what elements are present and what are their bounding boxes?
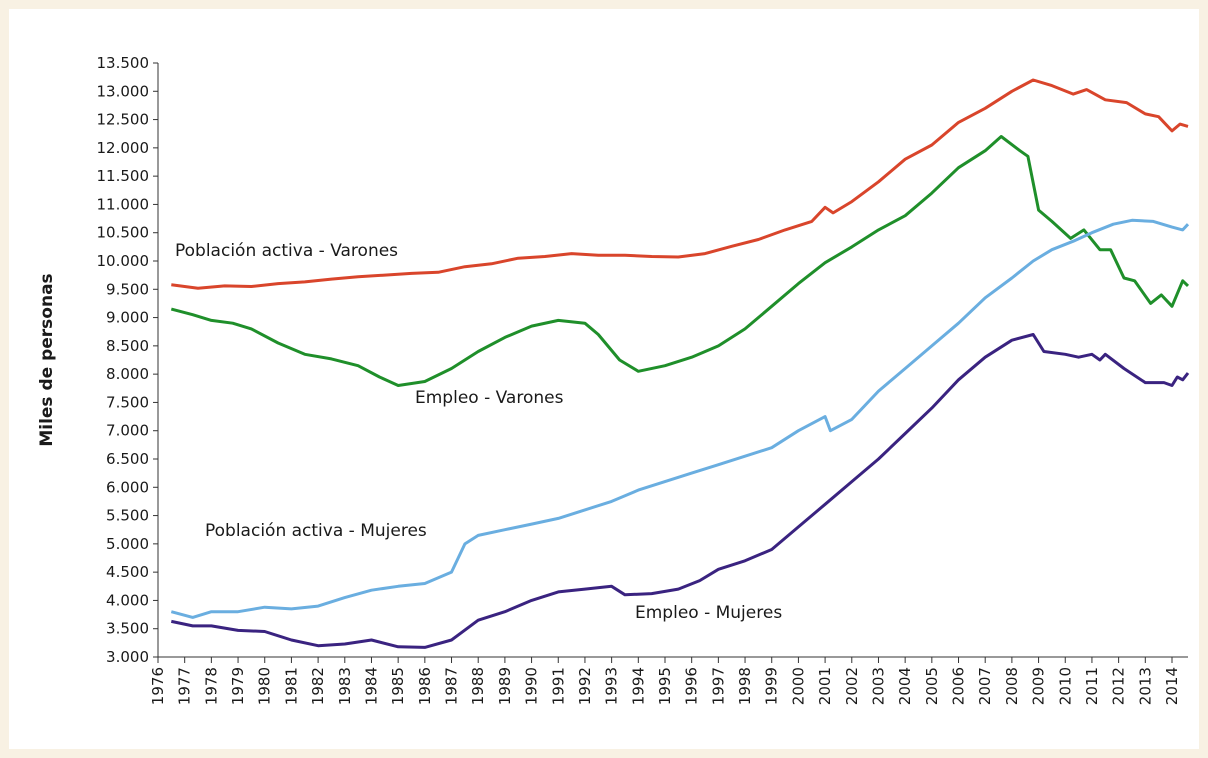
x-tick-label: 2000 bbox=[789, 667, 807, 705]
x-tick-label: 1981 bbox=[282, 667, 300, 705]
x-tick-label: 2005 bbox=[923, 667, 941, 705]
x-tick-label: 1993 bbox=[603, 667, 621, 705]
series-label: Población activa - Mujeres bbox=[205, 521, 427, 541]
y-tick-label: 5.500 bbox=[106, 507, 149, 525]
series-label: Población activa - Varones bbox=[175, 241, 398, 261]
x-tick-label: 1976 bbox=[149, 667, 167, 705]
x-tick-label: 1990 bbox=[523, 667, 541, 705]
x-tick-label: 2012 bbox=[1110, 667, 1128, 705]
y-tick-label: 13.000 bbox=[97, 82, 150, 100]
x-tick-label: 1992 bbox=[576, 667, 594, 705]
x-tick-label: 1986 bbox=[416, 667, 434, 705]
series-label: Empleo - Mujeres bbox=[635, 603, 782, 623]
y-tick-label: 12.500 bbox=[97, 111, 150, 129]
x-tick-label: 2014 bbox=[1163, 667, 1181, 705]
x-tick-label: 2010 bbox=[1056, 667, 1074, 705]
x-tick-label: 2011 bbox=[1083, 667, 1101, 705]
x-tick-label: 2003 bbox=[869, 667, 887, 705]
line bbox=[170, 333, 1190, 649]
plot-background bbox=[9, 9, 1199, 749]
y-tick-label: 10.500 bbox=[97, 224, 150, 242]
x-tick-label: 1980 bbox=[256, 667, 274, 705]
x-tick-label: 1991 bbox=[549, 667, 567, 705]
x-tick-label: 1978 bbox=[202, 667, 220, 705]
x-tick-label: 1989 bbox=[496, 667, 514, 705]
line bbox=[171, 78, 1189, 290]
y-tick-label: 7.500 bbox=[106, 393, 149, 411]
y-tick-label: 11.500 bbox=[97, 167, 150, 185]
x-tick-label: 2006 bbox=[950, 667, 968, 705]
x-tick-label: 1982 bbox=[309, 667, 327, 705]
x-tick-label: 1977 bbox=[176, 667, 194, 705]
x-tick-label: 1994 bbox=[629, 667, 647, 705]
x-tick-label: 1985 bbox=[389, 667, 407, 705]
y-tick-label: 6.000 bbox=[106, 478, 149, 496]
y-tick-label: 12.000 bbox=[97, 139, 150, 157]
x-tick-label: 2002 bbox=[843, 667, 861, 705]
x-tick-label: 2013 bbox=[1136, 667, 1154, 705]
x-tick-label: 1988 bbox=[469, 667, 487, 705]
x-tick-label: 1987 bbox=[443, 667, 461, 705]
line bbox=[170, 135, 1190, 387]
y-tick-label: 3.500 bbox=[106, 620, 149, 638]
y-tick-label: 5.000 bbox=[106, 535, 149, 553]
x-tick-label: 1998 bbox=[736, 667, 754, 705]
line bbox=[170, 218, 1190, 619]
y-axis-label: Miles de personas bbox=[37, 273, 57, 446]
x-tick-label: 1979 bbox=[229, 667, 247, 705]
x-tick-label: 1995 bbox=[656, 667, 674, 705]
y-tick-label: 3.000 bbox=[106, 648, 149, 666]
y-tick-label: 6.500 bbox=[106, 450, 149, 468]
y-tick-label: 4.000 bbox=[106, 591, 149, 609]
x-tick-label: 1997 bbox=[709, 667, 727, 705]
x-tick-label: 1983 bbox=[336, 667, 354, 705]
series-label: Empleo - Varones bbox=[415, 388, 564, 408]
y-tick-label: 9.500 bbox=[106, 280, 149, 298]
x-tick-label: 2004 bbox=[896, 667, 914, 705]
y-tick-label: 11.000 bbox=[97, 195, 150, 213]
x-tick-label: 2008 bbox=[1003, 667, 1021, 705]
y-tick-label: 13.500 bbox=[97, 54, 150, 72]
y-tick-label: 8.500 bbox=[106, 337, 149, 355]
y-tick-label: 7.000 bbox=[106, 422, 149, 440]
x-tick-label: 1999 bbox=[763, 667, 781, 705]
y-tick-label: 9.000 bbox=[106, 309, 149, 327]
x-tick-label: 1996 bbox=[683, 667, 701, 705]
x-tick-label: 1984 bbox=[362, 667, 380, 705]
y-tick-label: 4.500 bbox=[106, 563, 149, 581]
x-tick-label: 2007 bbox=[976, 667, 994, 705]
x-tick-label: 2009 bbox=[1030, 667, 1048, 705]
y-tick-label: 10.000 bbox=[97, 252, 150, 270]
y-tick-label: 8.000 bbox=[106, 365, 149, 383]
x-tick-label: 2001 bbox=[816, 667, 834, 705]
